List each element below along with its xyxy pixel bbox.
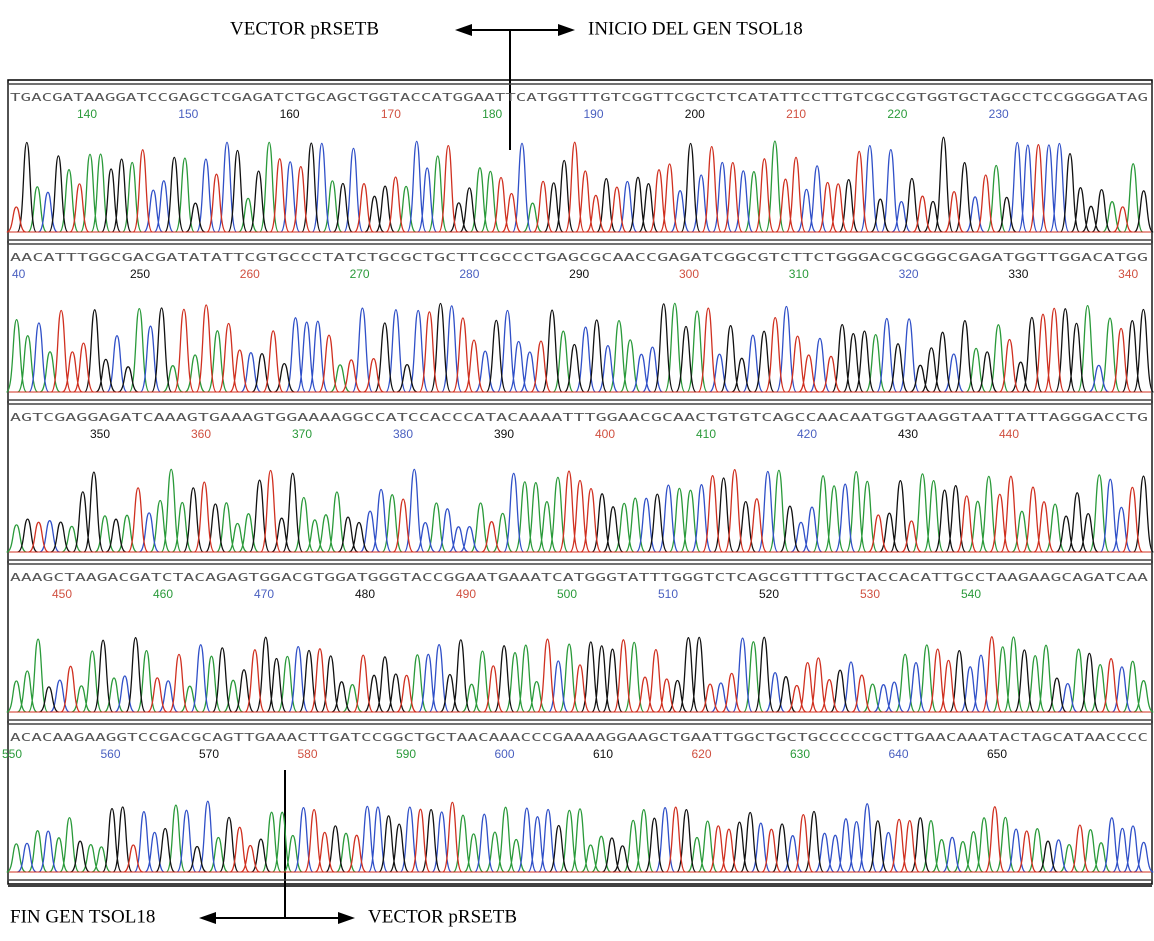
position-label: 290	[569, 267, 589, 281]
trace	[39, 637, 1099, 712]
panel: TGACGATAAGGATCCGAGCTCGAGATCTGCAGCTGGTACC…	[7, 84, 1153, 240]
position-label: 620	[691, 747, 711, 761]
position-label: 210	[786, 107, 806, 121]
trace	[7, 805, 1111, 872]
position-label: 480	[355, 587, 375, 601]
position-label: 650	[987, 747, 1007, 761]
position-label: 220	[887, 107, 907, 121]
position-label: 270	[350, 267, 370, 281]
position-label: 490	[456, 587, 476, 601]
position-label: 180	[482, 107, 502, 121]
position-label: 540	[961, 587, 981, 601]
panel: AACATTTGGCGACGATATATTCGTGCCCTATCTGCGCTGC…	[7, 244, 1154, 400]
position-label: 500	[557, 587, 577, 601]
position-label: 260	[240, 267, 260, 281]
position-label: 320	[899, 267, 919, 281]
trace	[7, 142, 1132, 232]
trace	[50, 638, 1132, 712]
position-label: 280	[459, 267, 479, 281]
position-label: 340	[1118, 267, 1138, 281]
panel-border	[8, 724, 1152, 880]
chromatogram-figure: VECTOR pRSETB INICIO DEL GEN TSOL18 FIN …	[0, 0, 1154, 941]
position-label: 350	[90, 427, 110, 441]
position-label: 190	[583, 107, 603, 121]
position-label: 410	[696, 427, 716, 441]
trace	[7, 303, 1121, 392]
position-label: 230	[989, 107, 1009, 121]
annotation: FIN GEN TSOL18	[10, 906, 155, 927]
position-label: 420	[797, 427, 817, 441]
position-label: 150	[178, 107, 198, 121]
position-label: 590	[396, 747, 416, 761]
position-label: 530	[860, 587, 880, 601]
position-label: 510	[658, 587, 678, 601]
position-label: 330	[1008, 267, 1028, 281]
sequence: AGTCGAGGAGATCAAAGTGAAAGTGGAAAAGGCCATCCAC…	[10, 411, 1148, 424]
position-label: 370	[292, 427, 312, 441]
sequence: TGACGATAAGGATCCGAGCTCGAGATCTGCAGCTGGTACC…	[10, 91, 1148, 104]
annotation: INICIO DEL GEN TSOL18	[588, 18, 803, 39]
position-label: 310	[789, 267, 809, 281]
annotation: VECTOR pRSETB	[230, 18, 379, 39]
position-label: 470	[254, 587, 274, 601]
position-label: 520	[759, 587, 779, 601]
sequence: AAAGCTAAGACGATCTACAGAGTGGACGTGGATGGGTACC…	[10, 571, 1149, 584]
sequence: AACATTTGGCGACGATATATTCGTGCCCTATCTGCGCTGC…	[10, 251, 1148, 264]
position-label: 200	[685, 107, 705, 121]
position-label: 360	[191, 427, 211, 441]
annotation: VECTOR pRSETB	[368, 906, 517, 927]
position-label: 630	[790, 747, 810, 761]
trace	[61, 637, 1121, 712]
position-label: 390	[494, 427, 514, 441]
position-label: 460	[153, 587, 173, 601]
panel: AAAGCTAAGACGATCTACAGAGTGGACGTGGATGGGTACC…	[7, 564, 1154, 720]
position-label: 570	[199, 747, 219, 761]
position-label: 300	[679, 267, 699, 281]
panel-border	[8, 404, 1152, 560]
position-label: 160	[280, 107, 300, 121]
position-label: 250	[130, 267, 150, 281]
panel: AGTCGAGGAGATCAAAGTGAAAGTGGAAAAGGCCATCCAC…	[7, 404, 1154, 560]
frame	[8, 80, 1152, 884]
position-label: 550	[2, 747, 22, 761]
position-label: 400	[595, 427, 615, 441]
trace	[7, 637, 1154, 712]
position-label: 40	[12, 267, 26, 281]
trace	[28, 141, 1143, 232]
arrows	[199, 24, 575, 924]
position-label: 450	[52, 587, 72, 601]
sequence: ACACAAGAAGGTCCGACGCAGTTGAAACTTGATCCGGCTG…	[10, 731, 1148, 744]
panels: TGACGATAAGGATCCGAGCTCGAGATCTGCAGCTGGTACC…	[2, 80, 1154, 886]
position-label: 640	[888, 747, 908, 761]
position-label: 170	[381, 107, 401, 121]
position-label: 600	[494, 747, 514, 761]
panel: ACACAAGAAGGTCCGACGCAGTTGAAACTTGATCCGGCTG…	[2, 724, 1153, 880]
position-label: 610	[593, 747, 613, 761]
position-label: 560	[100, 747, 120, 761]
position-label: 140	[77, 107, 97, 121]
position-label: 580	[297, 747, 317, 761]
position-label: 440	[999, 427, 1019, 441]
trace	[7, 469, 1110, 552]
trace	[71, 807, 1058, 872]
position-label: 380	[393, 427, 413, 441]
position-label: 430	[898, 427, 918, 441]
